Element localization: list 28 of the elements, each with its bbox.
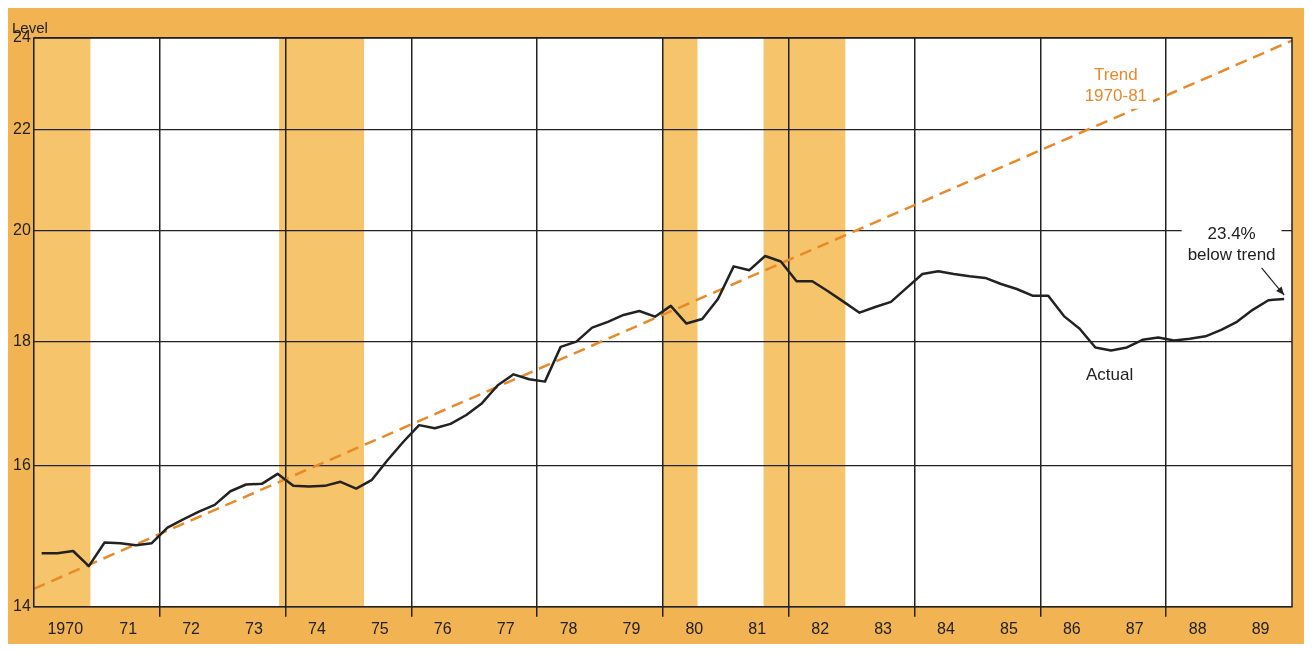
- x-tick-label: 82: [811, 619, 830, 637]
- y-tick-label: 22: [13, 120, 31, 138]
- x-tick-label: 72: [182, 619, 201, 637]
- y-tick-label: 20: [13, 220, 31, 238]
- y-tick-label: 16: [13, 456, 31, 474]
- x-tick-label: 80: [685, 619, 704, 637]
- x-tick-label: 75: [370, 619, 389, 637]
- x-tick-label: 71: [119, 619, 138, 637]
- y-tick-label: 14: [13, 597, 31, 615]
- x-tick-label: 73: [245, 619, 263, 637]
- x-tick-label: 86: [1062, 619, 1081, 637]
- x-tick-label: 85: [1000, 619, 1018, 637]
- x-tick-label: 89: [1251, 619, 1270, 637]
- annotation: Trend 1970-81: [1084, 64, 1148, 105]
- annotation: Actual: [1085, 364, 1134, 384]
- x-tick-label: 76: [433, 619, 452, 637]
- x-tick-label: 79: [622, 619, 641, 637]
- x-tick-label: 77: [496, 619, 515, 637]
- x-tick-label: 83: [874, 619, 893, 637]
- x-tick-label: 78: [559, 619, 578, 637]
- x-tick-label: 87: [1125, 619, 1144, 637]
- x-tick-label: 81: [748, 619, 767, 637]
- x-tick-label: 84: [937, 619, 955, 637]
- y-tick-label: 18: [13, 332, 31, 349]
- x-tick-label: 74: [307, 619, 326, 637]
- x-tick-label: 1970: [47, 619, 84, 637]
- x-tick-label: 88: [1188, 619, 1207, 637]
- annotation: 23.4% below trend: [1187, 223, 1276, 264]
